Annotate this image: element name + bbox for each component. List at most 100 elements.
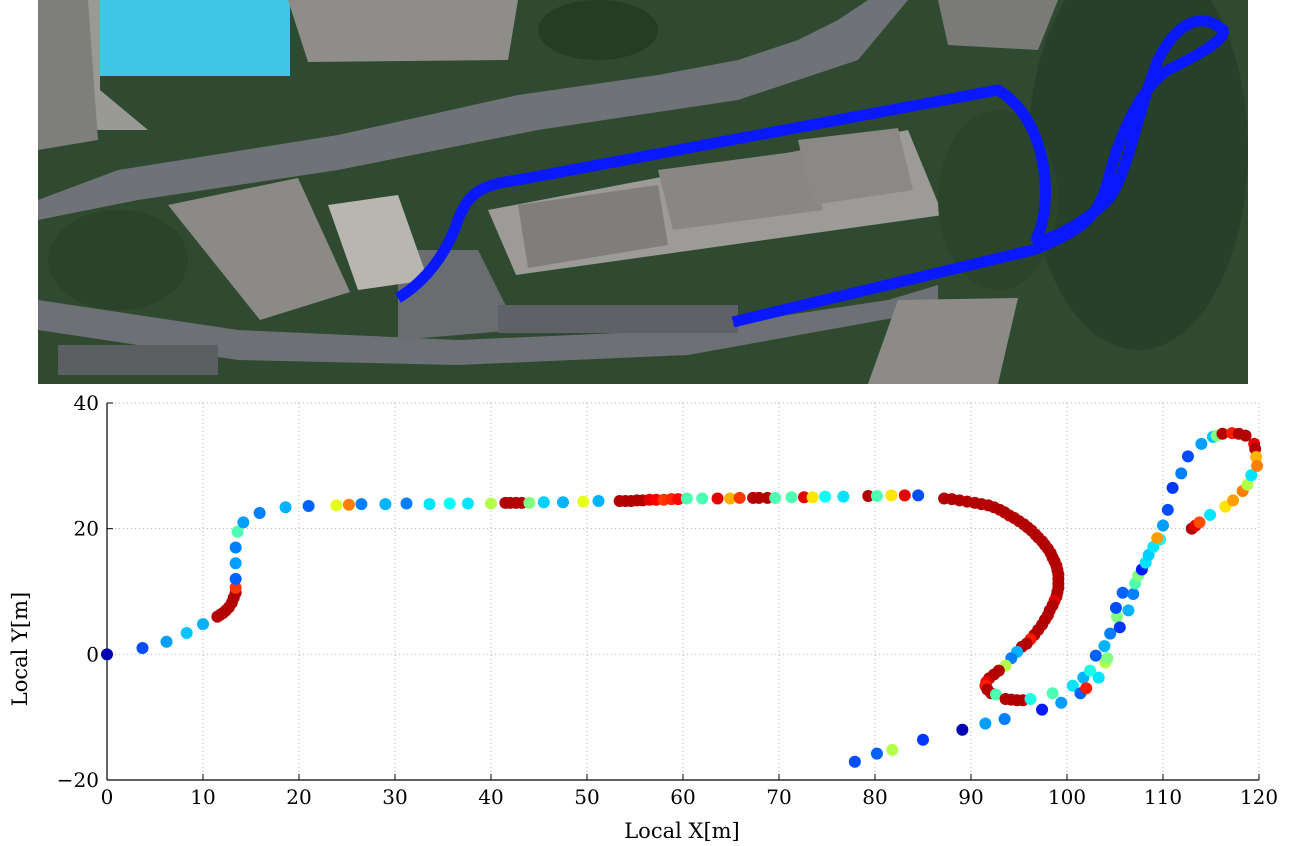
data-point <box>724 492 737 505</box>
data-point <box>979 717 992 730</box>
x-tick-label: 20 <box>286 785 311 809</box>
data-point <box>379 498 392 511</box>
data-point <box>302 500 315 513</box>
data-point <box>696 492 709 505</box>
data-point <box>592 495 605 508</box>
data-point <box>253 506 266 519</box>
data-point <box>485 497 497 510</box>
data-point <box>1046 687 1059 700</box>
y-axis-label: Local Y[m] <box>8 592 32 706</box>
y-tick-label: −20 <box>57 768 99 792</box>
data-point <box>1024 692 1037 705</box>
data-point <box>1239 429 1252 442</box>
data-point <box>711 492 724 505</box>
data-point <box>461 497 474 510</box>
data-point <box>733 491 746 504</box>
data-point <box>886 743 899 756</box>
data-point <box>557 496 569 509</box>
data-point <box>1193 516 1206 529</box>
data-point <box>989 688 1002 701</box>
x-tick-label: 120 <box>1240 785 1278 809</box>
aerial-map-image <box>38 0 1248 384</box>
data-point <box>136 642 149 655</box>
x-tick-label: 110 <box>1144 785 1182 809</box>
data-point <box>680 492 693 505</box>
data-point <box>1084 664 1097 677</box>
data-point <box>1175 467 1188 480</box>
data-point <box>1216 427 1229 440</box>
data-point <box>848 755 861 768</box>
data-point <box>523 496 536 509</box>
data-point <box>1127 588 1140 601</box>
x-tick-label: 50 <box>574 785 599 809</box>
data-point <box>998 713 1011 726</box>
data-point <box>1092 671 1105 684</box>
y-tick-label: 20 <box>74 517 99 541</box>
x-tick-label: 0 <box>101 785 114 809</box>
x-tick-label: 10 <box>190 785 215 809</box>
data-point <box>160 635 173 648</box>
data-point <box>1116 586 1129 599</box>
x-tick-label: 30 <box>382 785 407 809</box>
x-tick-label: 90 <box>958 785 983 809</box>
data-points <box>101 427 1264 768</box>
data-point <box>1151 532 1164 545</box>
data-point <box>342 498 355 511</box>
data-point <box>229 581 242 594</box>
data-point <box>1204 508 1217 521</box>
x-tick-label: 80 <box>862 785 887 809</box>
data-point <box>180 626 193 639</box>
data-point <box>330 499 343 512</box>
data-point <box>912 489 925 502</box>
data-point <box>1250 451 1263 464</box>
data-point <box>1104 627 1117 640</box>
data-point <box>752 491 765 504</box>
data-point <box>862 489 875 502</box>
data-point <box>400 497 413 510</box>
y-axis-ticks: −20 0 20 40 <box>57 391 113 792</box>
data-point <box>785 491 798 504</box>
data-point <box>1098 640 1111 653</box>
data-point <box>1101 652 1114 665</box>
data-point <box>423 498 436 511</box>
data-point <box>1110 610 1123 623</box>
data-point <box>1161 503 1174 516</box>
data-point <box>229 541 242 554</box>
data-point <box>1241 478 1254 491</box>
data-point <box>898 489 911 502</box>
data-point <box>806 491 819 504</box>
data-point <box>537 496 550 509</box>
data-point <box>1036 703 1049 716</box>
x-tick-label: 40 <box>478 785 503 809</box>
x-tick-label: 70 <box>766 785 791 809</box>
data-point <box>1109 601 1122 614</box>
data-point <box>1055 696 1068 709</box>
data-point <box>1245 469 1258 482</box>
data-point <box>917 733 929 746</box>
data-point <box>197 618 209 631</box>
data-point <box>870 747 883 760</box>
data-point <box>885 489 898 502</box>
data-point <box>1089 649 1102 662</box>
data-point <box>672 493 685 506</box>
data-point <box>1122 604 1135 617</box>
data-point <box>231 525 244 538</box>
data-point <box>355 498 368 511</box>
data-point <box>956 723 969 736</box>
data-point <box>279 501 292 514</box>
data-point <box>1227 494 1240 507</box>
data-point <box>797 491 810 504</box>
data-point <box>1113 621 1126 634</box>
data-point <box>819 490 832 503</box>
data-point <box>577 495 590 508</box>
data-point <box>1195 437 1208 450</box>
data-point <box>443 497 456 510</box>
data-point <box>1251 459 1264 472</box>
data-point <box>837 490 850 503</box>
data-point <box>229 572 242 585</box>
x-axis-label: Local X[m] <box>624 819 740 843</box>
data-point <box>229 557 242 570</box>
data-point <box>1157 519 1169 532</box>
data-point <box>1181 450 1194 463</box>
data-point <box>1166 481 1179 494</box>
